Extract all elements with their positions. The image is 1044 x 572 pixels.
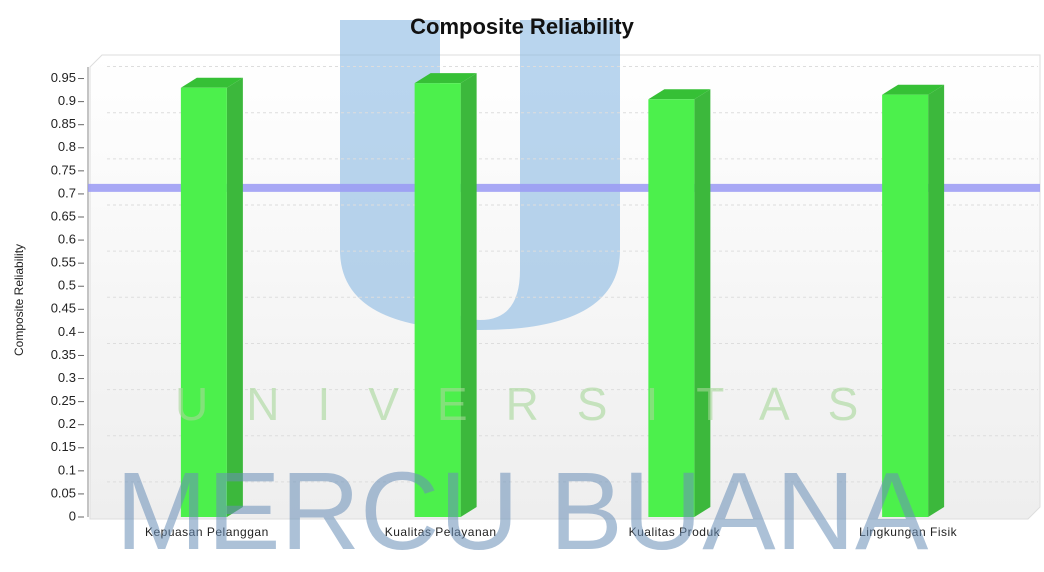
bar-top <box>882 84 945 95</box>
y-tick-label: 0.25 <box>51 393 76 408</box>
bar-top <box>414 73 477 84</box>
y-tick-label: 0.35 <box>51 347 76 362</box>
bar <box>414 83 461 518</box>
bar <box>648 99 695 518</box>
y-tick-label: 0.8 <box>58 139 76 154</box>
chart-title: Composite Reliability <box>410 14 634 39</box>
watermark-text: UNIVERSITAS <box>175 378 896 430</box>
y-tick-label: 0.55 <box>51 255 76 270</box>
y-tick-label: 0.95 <box>51 70 76 85</box>
y-tick-label: 0.1 <box>58 462 76 477</box>
watermark-text: MERCU BUANA <box>116 450 929 572</box>
bar-side <box>694 89 711 518</box>
bar-top <box>180 77 243 88</box>
y-tick-label: 0.5 <box>58 278 76 293</box>
y-tick-label: 0.2 <box>58 416 76 431</box>
x-tick-label: Kepuasan Pelanggan <box>145 525 269 539</box>
bar-side <box>928 84 945 517</box>
y-tick-label: 0.7 <box>58 185 76 200</box>
x-tick-label: Lingkungan Fisik <box>859 525 958 539</box>
bar-side <box>226 77 243 518</box>
y-axis-label: Composite Reliability <box>12 244 26 356</box>
bar-side <box>460 73 477 518</box>
y-tick-label: 0.3 <box>58 370 76 385</box>
y-tick-label: 0.75 <box>51 162 76 177</box>
y-tick-label: 0.45 <box>51 301 76 316</box>
y-tick-label: 0.9 <box>58 93 76 108</box>
y-tick-label: 0.4 <box>58 324 76 339</box>
y-tick-label: 0.15 <box>51 439 76 454</box>
watermark-logo <box>340 20 620 330</box>
x-tick-label: Kualitas Produk <box>629 525 721 539</box>
y-tick-label: 0 <box>69 508 76 523</box>
bar <box>882 94 929 517</box>
bar <box>180 87 227 518</box>
y-tick-label: 0.65 <box>51 208 76 223</box>
y-tick-label: 0.6 <box>58 232 76 247</box>
bar-top <box>648 89 711 100</box>
y-tick-label: 0.05 <box>51 485 76 500</box>
y-tick-label: 0.85 <box>51 116 76 131</box>
x-tick-label: Kualitas Pelayanan <box>385 525 497 539</box>
